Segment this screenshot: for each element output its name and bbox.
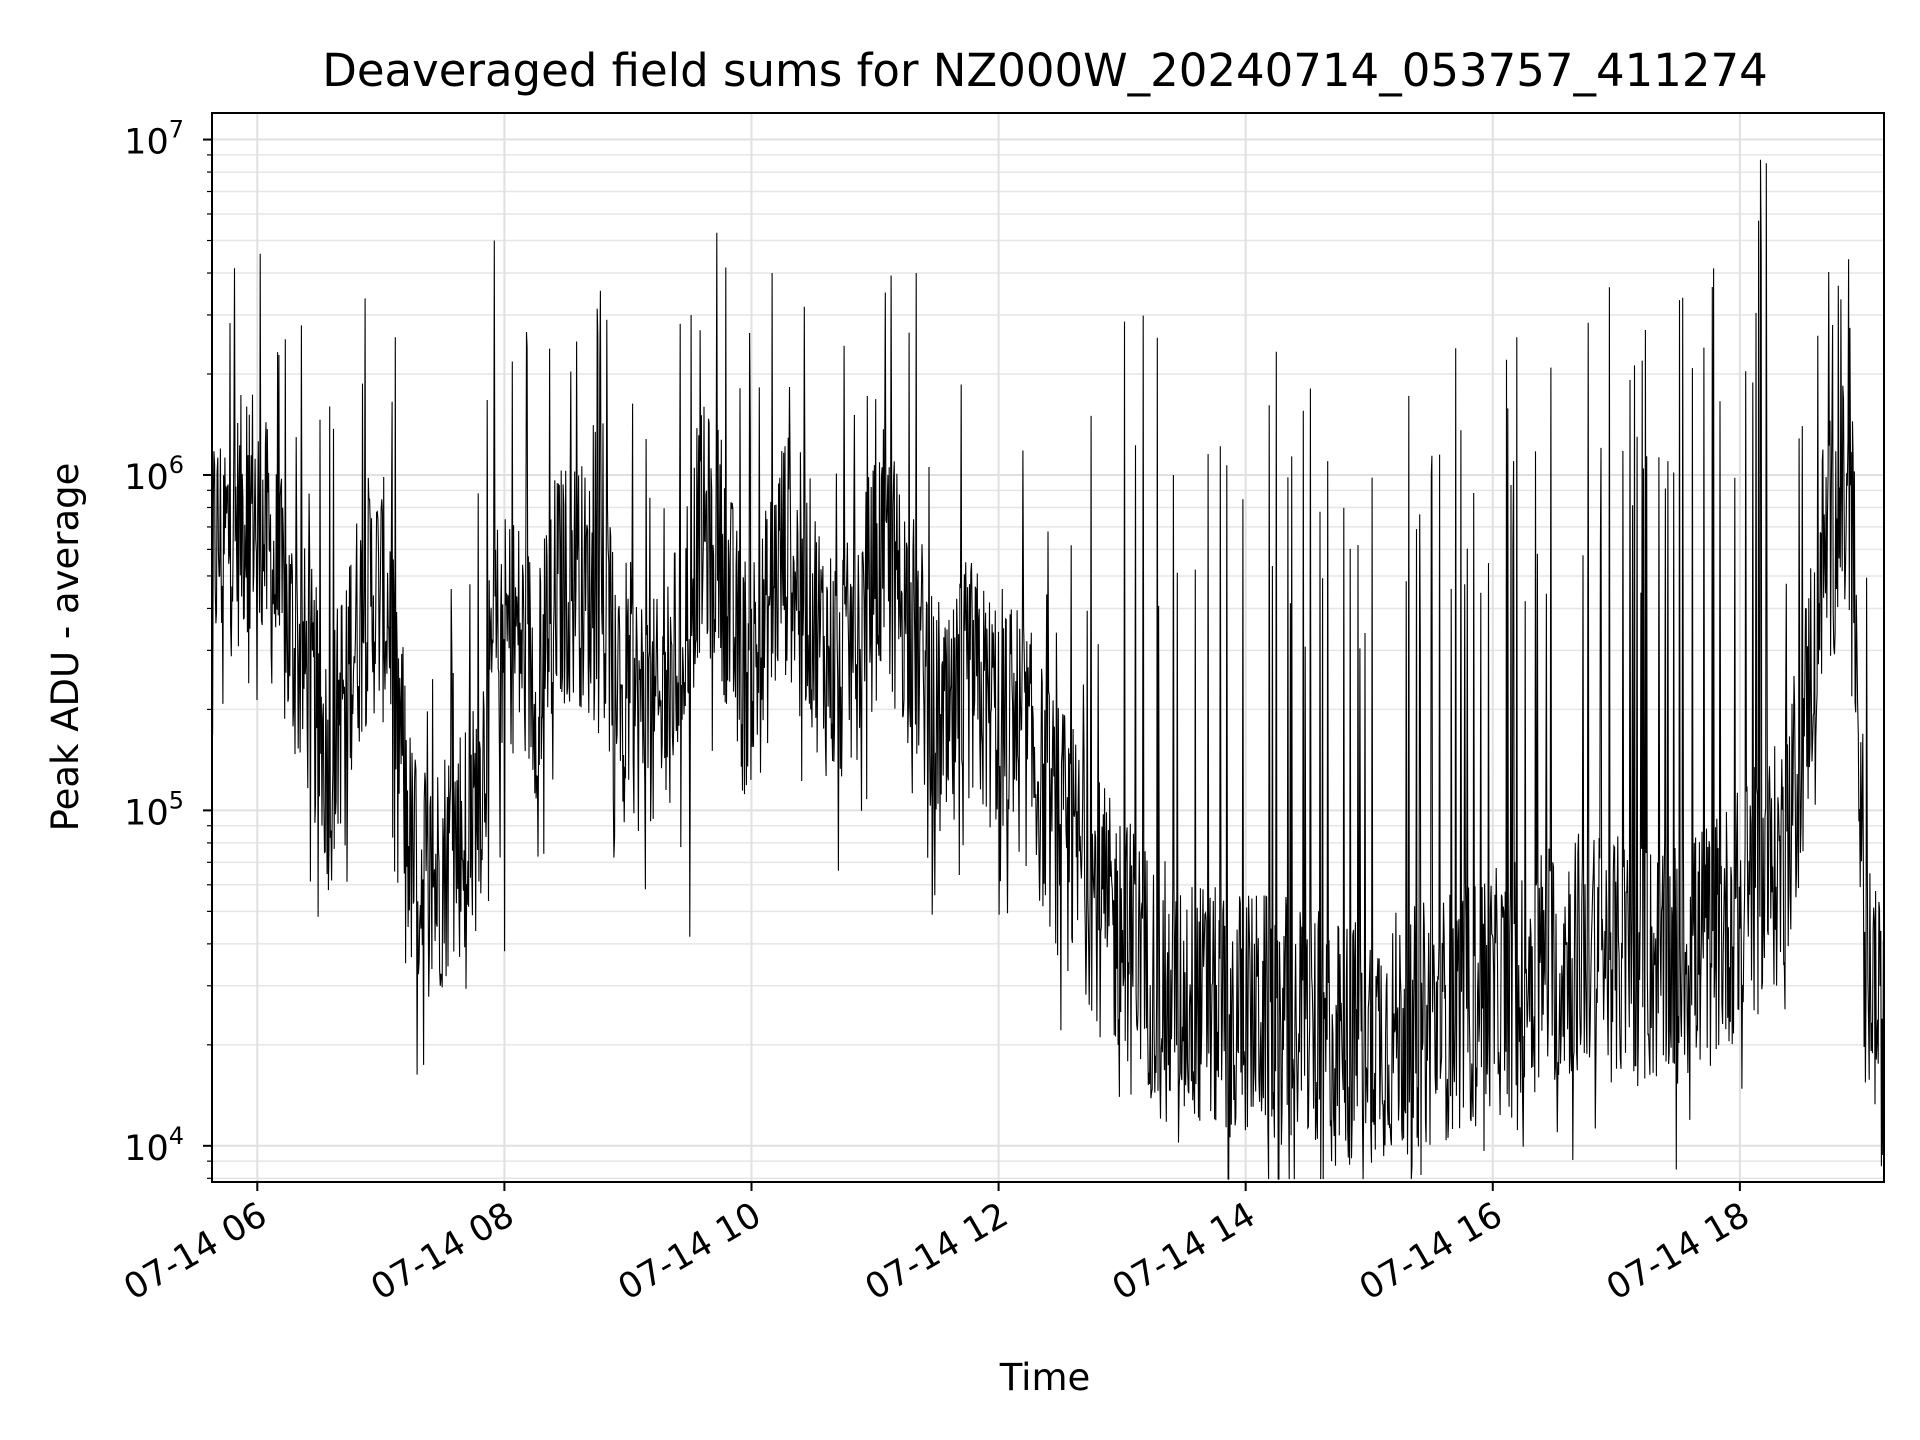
y-tick-label: 106: [124, 451, 184, 498]
y-tick-exponent: 6: [169, 451, 184, 479]
chart-title: Deaveraged field sums for NZ000W_2024071…: [322, 44, 1768, 97]
y-axis-label: Peak ADU - average: [44, 463, 87, 832]
y-tick-base: 10: [124, 123, 169, 163]
x-axis-label: Time: [999, 1356, 1091, 1399]
y-tick-exponent: 7: [169, 116, 184, 144]
series-layer: [211, 159, 1885, 1180]
y-tick-base: 10: [124, 1129, 169, 1169]
y-tick-exponent: 4: [169, 1122, 184, 1150]
series-line: [211, 159, 1885, 1180]
y-tick-label: 104: [124, 1122, 184, 1169]
y-tick-label: 107: [124, 116, 184, 163]
y-tick-base: 10: [124, 458, 169, 498]
y-tick-label: 105: [124, 786, 184, 833]
y-tick-base: 10: [124, 793, 169, 833]
plot-frame: [211, 112, 1885, 1183]
y-tick-exponent: 5: [169, 786, 184, 814]
